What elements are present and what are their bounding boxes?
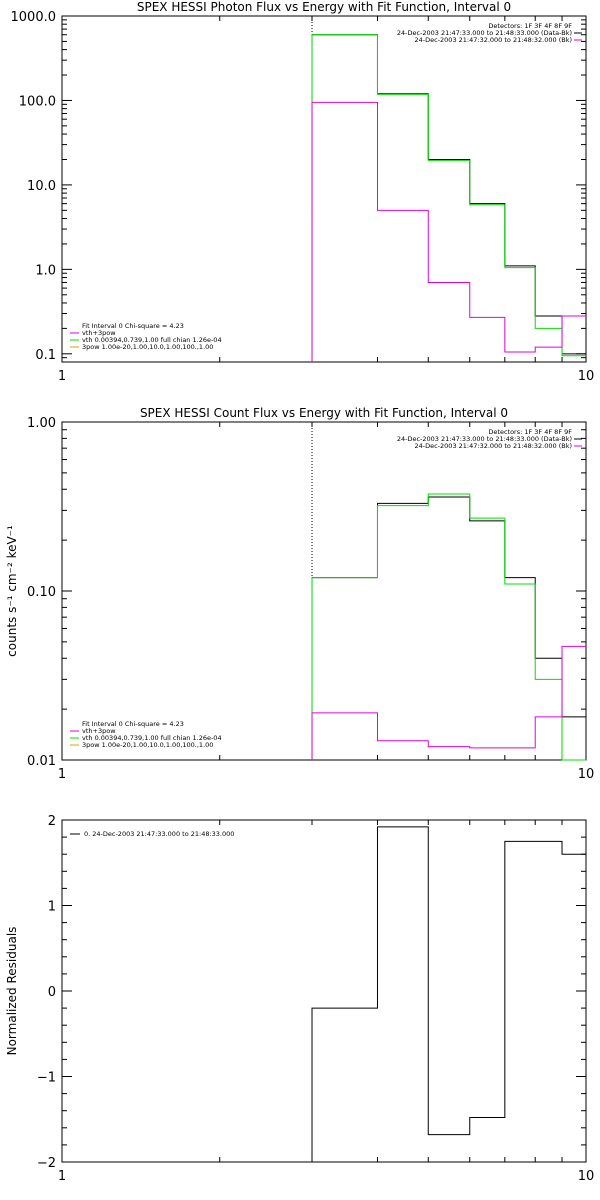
x-tick-label: 1: [58, 1169, 66, 1184]
legend-residual-text: 0. 24-Dec-2003 21:47:33.000 to 21:48:33.…: [84, 830, 234, 838]
legend-bottom-text: vth 0.00394,0.739,1.00 full chian 1.26e-…: [82, 336, 222, 344]
y-axis-label: counts s⁻¹ cm⁻² keV⁻¹: [5, 525, 19, 657]
y-tick-label: 1: [48, 900, 56, 915]
plot-frame-2: [61, 819, 587, 1163]
y-tick-label: 10.0: [27, 179, 56, 194]
series-line-2: [311, 101, 586, 362]
x-tick-label: 1: [58, 767, 66, 782]
plot-frame-0: [61, 15, 587, 363]
legend-bottom-text: 3pow 1.00e-20,1.00,10.0,1.00,100.,1.00: [82, 741, 213, 749]
series-line-2: [311, 645, 586, 760]
y-tick-label: 2: [48, 814, 56, 829]
plot-frame-1: [61, 421, 587, 761]
y-tick-label: 0.01: [27, 754, 56, 769]
legend-bottom-text: vth+3pow: [82, 329, 116, 337]
legend-bottom-text: vth 0.00394,0.739,1.00 full chian 1.26e-…: [82, 734, 222, 742]
legend-top-text: 24-Dec-2003 21:47:33.000 to 21:48:33.000…: [397, 435, 572, 443]
x-tick-label: 10: [578, 767, 595, 782]
y-tick-label: 0: [48, 985, 56, 1000]
y-tick-label: 0.1: [35, 348, 56, 363]
y-axis-label: Normalized Residuals: [5, 927, 19, 1056]
legend-top-text: 24-Dec-2003 21:47:32.000 to 21:48:32.000…: [415, 442, 573, 450]
y-tick-label: 0.10: [27, 585, 56, 600]
legend-bottom-text: Fit Interval 0 Chi-square = 4.23: [82, 720, 184, 728]
series-line-0: [311, 496, 586, 760]
legend-top-text: 24-Dec-2003 21:47:32.000 to 21:48:32.000…: [415, 36, 573, 44]
y-tick-label: 1.00: [27, 416, 56, 431]
legend-bottom-text: 3pow 1.00e-20,1.00,10.0,1.00,100.,1.00: [82, 343, 213, 351]
series-line-0: [311, 34, 586, 362]
x-tick-label: 10: [578, 1169, 595, 1184]
chart-title-1: SPEX HESSI Count Flux vs Energy with Fit…: [140, 406, 508, 420]
chart-title-0: SPEX HESSI Photon Flux vs Energy with Fi…: [137, 0, 511, 14]
y-tick-label: −1: [37, 1071, 56, 1086]
legend-top-text: Detectors: 1F 3F 4F 8F 9F: [488, 428, 572, 436]
y-tick-label: 100.0: [19, 94, 56, 109]
y-tick-label: −2: [37, 1156, 56, 1171]
legend-bottom-text: Fit Interval 0 Chi-square = 4.23: [82, 322, 184, 330]
y-tick-label: 1.0: [35, 263, 56, 278]
legend-bottom-text: vth+3pow: [82, 727, 116, 735]
series-line-1: [311, 34, 586, 362]
legend-top-text: 24-Dec-2003 21:47:33.000 to 21:48:33.000…: [397, 29, 572, 37]
x-tick-label: 10: [578, 369, 595, 384]
y-tick-label: 1000.0: [11, 10, 57, 25]
legend-top-text: Detectors: 1F 3F 4F 8F 9F: [488, 22, 572, 30]
series-line-0: [311, 826, 586, 1162]
x-tick-label: 1: [58, 369, 66, 384]
series-line-1: [311, 493, 586, 761]
